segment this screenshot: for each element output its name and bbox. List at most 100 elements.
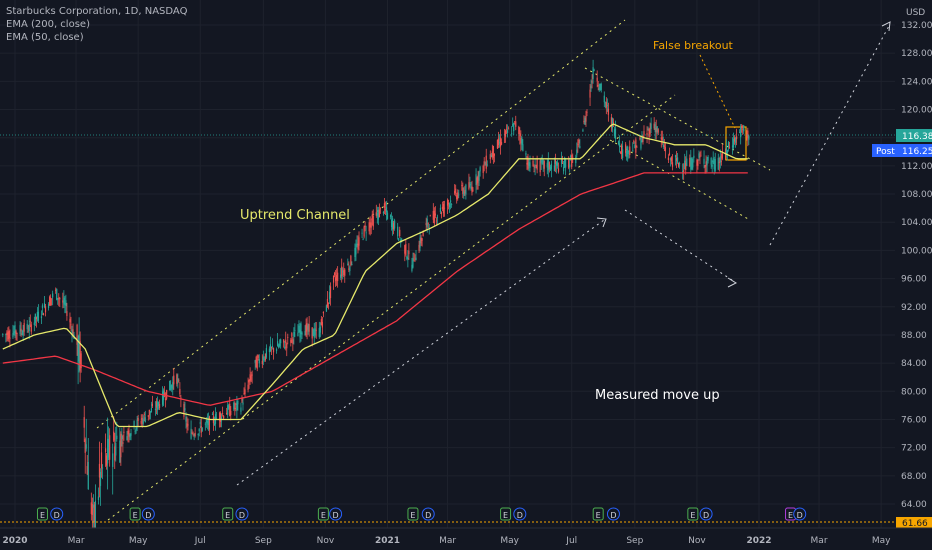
false-breakout-pointer[interactable] bbox=[699, 54, 736, 129]
earnings-marker[interactable]: E bbox=[36, 507, 48, 521]
candle-body bbox=[662, 144, 664, 147]
candle-body bbox=[254, 360, 256, 363]
candle-body bbox=[200, 426, 202, 433]
candle-body bbox=[250, 375, 252, 381]
symbol-title[interactable]: Starbucks Corporation, 1D, NASDAQ bbox=[6, 6, 188, 17]
dividend-marker[interactable]: D bbox=[141, 507, 155, 521]
candle-body bbox=[572, 156, 574, 158]
candle-body bbox=[732, 139, 735, 148]
candle-body bbox=[429, 215, 431, 217]
time-axis[interactable]: 2020 Mar May Jul Sep Nov 2021 Mar May Jul Sep Nov 20… bbox=[0, 527, 932, 550]
event-marker-label: D bbox=[425, 511, 431, 520]
candle-body bbox=[80, 353, 82, 369]
last-price-value: 116.38 bbox=[902, 132, 932, 142]
candle-body bbox=[106, 455, 108, 466]
dividend-marker[interactable]: D bbox=[606, 507, 620, 521]
candle-body bbox=[123, 431, 125, 433]
measured-move-label: Measured move up bbox=[595, 388, 720, 403]
time-tick-label: Jul bbox=[565, 536, 577, 546]
ema-50-legend[interactable]: EMA (50, close) bbox=[6, 32, 84, 43]
candle-body bbox=[299, 329, 301, 338]
dividend-marker[interactable]: D bbox=[235, 507, 249, 521]
candle-body bbox=[668, 152, 671, 155]
candle-body bbox=[508, 128, 510, 130]
candle-body bbox=[654, 124, 656, 132]
candle-body bbox=[579, 146, 581, 149]
earnings-marker[interactable]: E bbox=[500, 507, 512, 521]
candle-body bbox=[448, 203, 451, 208]
candle-body bbox=[612, 122, 615, 124]
candle-body bbox=[349, 266, 351, 271]
candle-body bbox=[319, 326, 321, 333]
candle-body bbox=[512, 124, 514, 126]
measured-move-arrow-2[interactable] bbox=[624, 209, 736, 283]
candle-body bbox=[348, 268, 350, 270]
candle-body bbox=[72, 329, 74, 337]
earnings-marker[interactable]: E bbox=[592, 507, 604, 521]
dividend-marker[interactable]: D bbox=[421, 507, 435, 521]
candle-body bbox=[343, 270, 345, 276]
candle-body bbox=[201, 427, 203, 431]
candle-body bbox=[486, 164, 488, 166]
false-breakout-box[interactable] bbox=[725, 126, 747, 161]
dividend-marker[interactable]: D bbox=[699, 507, 713, 521]
candle-body bbox=[415, 257, 417, 261]
candle-body bbox=[610, 117, 613, 128]
false-breakout-label: False breakout bbox=[653, 39, 734, 52]
candle-body bbox=[606, 105, 608, 106]
earnings-marker[interactable]: E bbox=[129, 507, 141, 521]
candle-body bbox=[223, 415, 225, 419]
candle-body bbox=[65, 300, 67, 307]
dividend-marker[interactable]: D bbox=[329, 507, 343, 521]
uptrend-channel-lower[interactable] bbox=[107, 94, 676, 521]
candle-body bbox=[186, 423, 188, 427]
event-marker-label: E bbox=[225, 511, 230, 520]
candle-body bbox=[258, 358, 260, 364]
candle-body bbox=[398, 238, 400, 241]
candle-body bbox=[541, 160, 543, 162]
candle-body bbox=[287, 336, 289, 338]
candle-body bbox=[306, 323, 308, 332]
candle-body bbox=[703, 158, 705, 164]
dividend-marker[interactable]: D bbox=[50, 507, 64, 521]
candle-body bbox=[121, 435, 123, 440]
dividend-marker[interactable]: D bbox=[513, 507, 527, 521]
candle-body bbox=[484, 164, 486, 166]
down-channel-lower[interactable] bbox=[609, 139, 751, 221]
ema-200-legend[interactable]: EMA (200, close) bbox=[6, 19, 90, 30]
price-axis[interactable]: USD 64.00 68.00 72.00 76.00 80.00 84.00 88.00 9… bbox=[895, 0, 932, 528]
candle-body bbox=[465, 184, 467, 195]
candle-body bbox=[134, 430, 136, 432]
candle-body bbox=[375, 212, 377, 216]
candle-body bbox=[592, 67, 594, 79]
event-marker-label: D bbox=[54, 511, 60, 520]
candle-body bbox=[428, 227, 430, 229]
candle-body bbox=[141, 417, 143, 421]
dividend-marker[interactable]: D bbox=[793, 507, 807, 521]
post-label: Post bbox=[876, 147, 895, 157]
candle-body bbox=[550, 163, 552, 170]
earnings-marker[interactable]: E bbox=[785, 507, 797, 521]
candle-body bbox=[493, 153, 495, 156]
trend-channel-lines[interactable] bbox=[96, 19, 891, 521]
earnings-marker[interactable]: E bbox=[317, 507, 329, 521]
candle-body bbox=[536, 159, 538, 170]
earnings-marker[interactable]: E bbox=[687, 507, 699, 521]
candle-body bbox=[597, 84, 599, 87]
measured-move-arrow-3[interactable] bbox=[769, 23, 891, 246]
candle-body bbox=[150, 408, 152, 412]
earnings-marker[interactable]: E bbox=[407, 507, 419, 521]
earnings-marker[interactable]: E bbox=[222, 507, 234, 521]
measured-move-arrow-1[interactable] bbox=[236, 219, 605, 486]
candle-body bbox=[650, 123, 652, 129]
candle-body bbox=[639, 138, 641, 140]
price-tick-label: 72.00 bbox=[901, 444, 927, 454]
candle-body bbox=[479, 167, 481, 172]
candle-body bbox=[251, 374, 253, 376]
candle-body bbox=[261, 360, 263, 364]
candle-body bbox=[641, 138, 643, 143]
time-tick-label: Mar bbox=[68, 536, 85, 546]
candle-body bbox=[691, 158, 693, 170]
